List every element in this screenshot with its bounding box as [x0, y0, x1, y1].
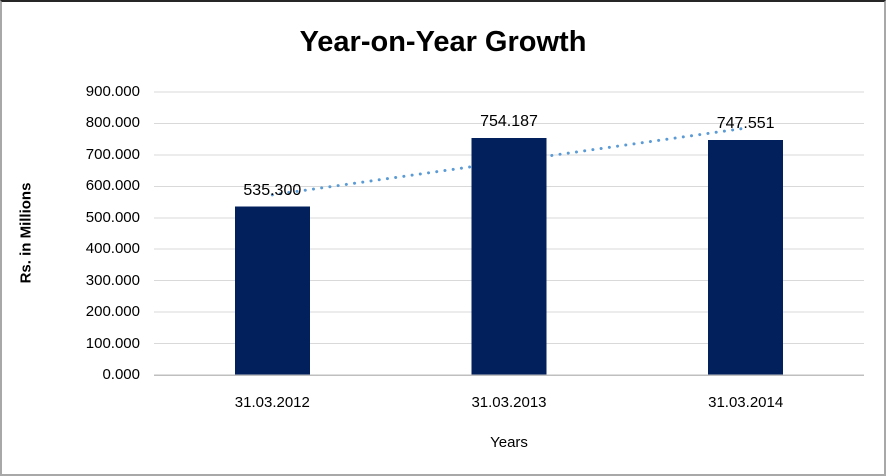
x-tick-label: 31.03.2013	[471, 394, 547, 411]
x-tick-label: 31.03.2014	[708, 394, 784, 411]
y-tick-label: 800.000	[85, 114, 140, 132]
y-tick-label: 0.000	[102, 366, 140, 383]
y-tick-label: 900.000	[85, 83, 140, 100]
bar	[234, 206, 310, 375]
bar	[471, 137, 547, 375]
y-tick-label: 400.000	[85, 240, 140, 258]
chart-title: Year-on-Year Growth	[299, 26, 587, 58]
y-tick-label: 100.000	[85, 334, 140, 352]
bar	[708, 139, 784, 375]
y-tick-label: 600.000	[85, 177, 140, 195]
bar-data-label: 747.551	[716, 114, 775, 132]
bar-data-label: 754.187	[480, 112, 538, 130]
y-tick-label: 200.000	[85, 303, 140, 321]
y-tick-label: 300.000	[85, 271, 140, 289]
x-tick-label: 31.03.2012	[234, 394, 310, 411]
y-tick-label: 500.000	[85, 208, 140, 226]
bar-data-label: 535.300	[243, 181, 302, 199]
x-axis-title: Years	[490, 434, 528, 451]
y-tick-label: 700.000	[85, 145, 140, 163]
trendline	[270, 126, 748, 197]
